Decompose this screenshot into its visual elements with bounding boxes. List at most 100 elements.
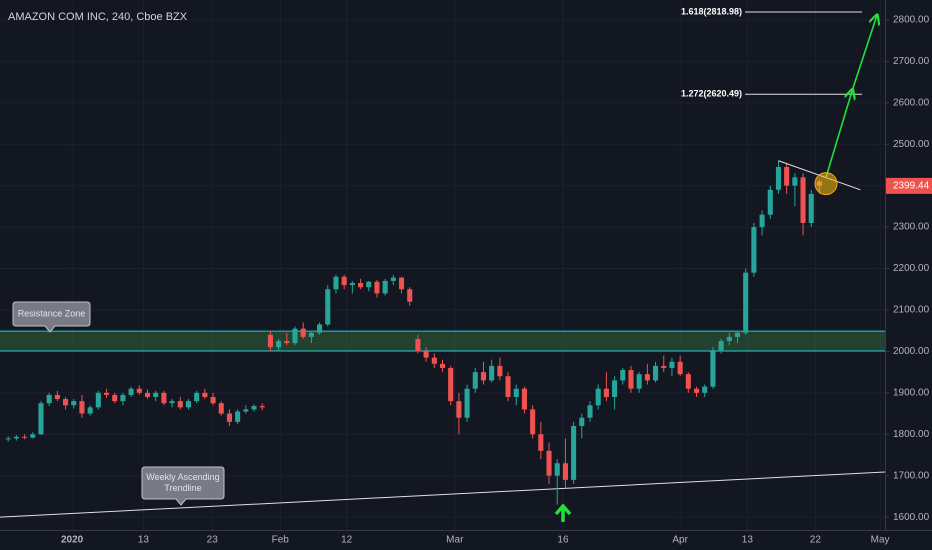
candle-body [685,374,691,389]
candle-body [54,394,60,400]
candle-body [38,403,44,435]
candle-body [734,332,741,337]
candle-body [464,388,470,418]
candle-body [669,361,675,368]
resistance-zone [0,331,885,351]
candle-body [185,401,192,408]
candle-body [341,276,347,286]
candle-body [22,436,28,438]
candle-body [243,409,249,412]
candle-body [325,289,331,325]
candle-body [423,351,429,358]
candle-body [784,166,790,186]
y-tick-label: 1700.00 [893,470,930,481]
y-tick-label: 2200.00 [893,263,930,274]
candle-body [202,392,208,397]
candle-body [251,406,257,410]
candle-body [620,370,626,381]
candle-body [374,281,380,294]
candle-body [284,341,290,344]
candle-body [628,370,634,389]
candle-body [235,411,241,422]
candle-body [439,363,446,368]
candle-body [292,328,298,344]
candle-body [562,463,568,480]
chart-title: AMAZON COM INC, 240, Cboe BZX [8,11,188,23]
candle-body [276,341,282,348]
y-tick-label: 1800.00 [893,429,930,440]
last-price-box [886,177,932,194]
candle-body [767,189,773,215]
candle-body [759,214,765,228]
candle-body [710,351,716,387]
candle-body [398,277,405,290]
candle-body [415,338,421,352]
candle-body [661,365,667,368]
y-tick-label: 2000.00 [893,346,930,357]
x-tick-label: 16 [557,535,569,546]
candle-body [46,394,52,404]
candle-body [194,392,200,402]
candle-body [636,374,642,389]
candle-body [571,425,577,480]
candle-body [71,401,77,406]
y-tick-label: 1900.00 [893,387,930,398]
y-tick-label: 1600.00 [893,512,930,523]
candle-body [63,399,69,406]
candle-body [5,438,11,440]
candle-body [702,386,708,393]
x-tick-label: Feb [272,535,290,546]
plot-area [0,0,886,530]
candle-body [128,388,134,395]
candle-body [267,334,273,348]
candle-body [153,392,159,397]
candle-body [456,401,462,418]
x-tick-label: May [871,535,890,546]
candle-body [349,283,355,286]
candle-body [333,276,339,290]
candle-body [358,283,364,288]
x-tick-label: Apr [672,535,688,546]
candle-body [751,227,757,273]
candle-body [743,272,749,333]
up-arrow-icon [554,503,572,522]
fib-label: 1.618(2818.98) [681,6,742,16]
target-arrow [825,90,852,178]
candle-body [472,372,478,389]
candle-body [775,166,782,190]
candle-body [579,417,585,426]
candle-body [226,413,232,422]
candle-body [808,193,814,223]
candle-body [505,376,511,397]
candle-body [136,388,142,393]
fib-label: 1.272(2620.49) [681,89,742,99]
x-tick-label: 22 [810,535,822,546]
callout-box [141,466,225,506]
candle-body [87,407,93,414]
candle-body [13,436,19,439]
candle-body [489,365,495,381]
candle-body [308,332,314,337]
x-tick-label: 13 [742,535,754,546]
candle-body [144,392,151,397]
candle-body [546,450,552,476]
candle-body [554,463,560,476]
x-tick-label: 13 [138,535,150,546]
candle-body [177,401,183,408]
candle-body [120,394,126,402]
y-tick-label: 2700.00 [893,56,930,67]
candle-body [169,401,175,404]
candle-body [521,388,527,410]
candle-body [800,177,806,223]
x-tick-label: 12 [341,535,353,546]
y-tick-label: 2300.00 [893,222,930,233]
candle-body [317,324,323,333]
candle-body [112,394,118,402]
y-tick-label: 2500.00 [893,139,930,150]
x-tick-label: 23 [207,535,219,546]
candle-body [587,405,593,418]
candle-body [677,361,683,375]
